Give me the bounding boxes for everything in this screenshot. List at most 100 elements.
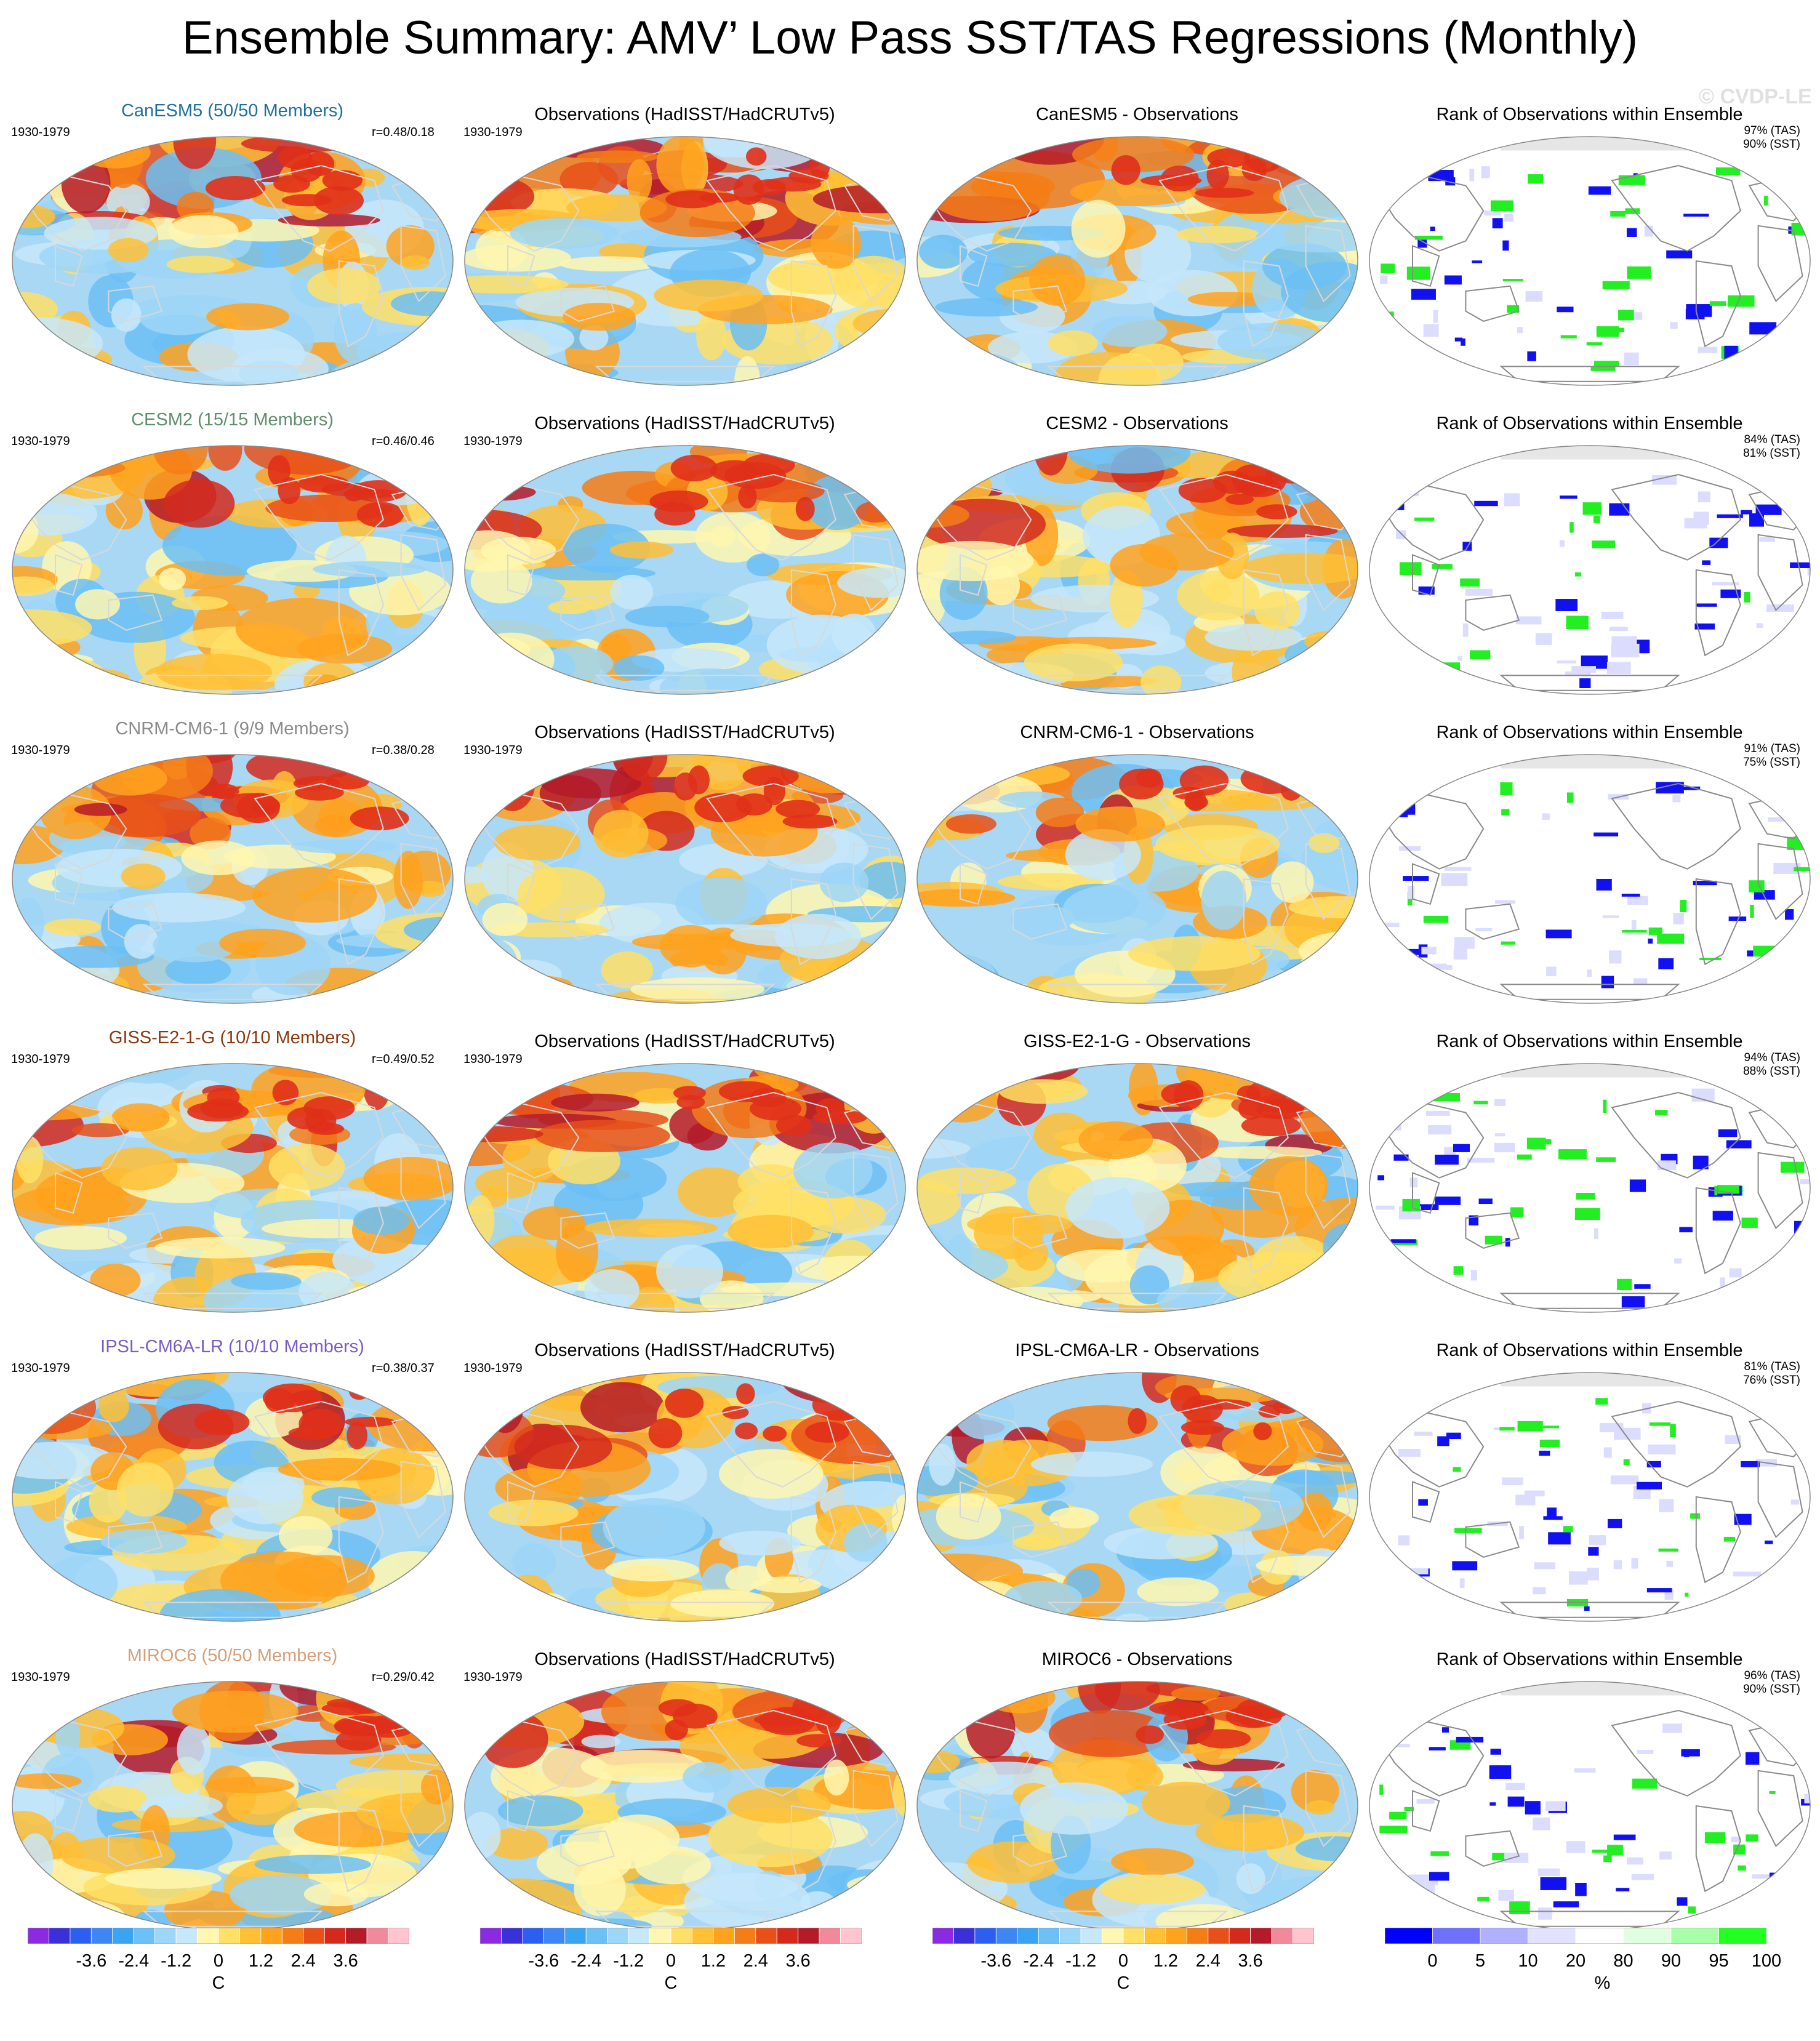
anomaly-patch: [430, 818, 453, 831]
rank-cell: [1414, 517, 1435, 521]
rank-cell: [1808, 507, 1810, 521]
anomaly-patch: [465, 1392, 512, 1423]
coastline: [18, 1102, 127, 1179]
coastline: [1611, 473, 1741, 561]
regression-map: [464, 754, 906, 1004]
coastline: [338, 1805, 384, 1893]
rank-cell: [1794, 1099, 1801, 1111]
anomaly-patch: [630, 977, 765, 1002]
pattern-correlation: r=0.38/0.37: [372, 1361, 435, 1375]
anomaly-patch: [278, 1516, 333, 1555]
map-panel: Rank of Observations within Ensemble 96% …: [1363, 1642, 1816, 1947]
rank-cell: [1410, 1296, 1421, 1299]
anomaly-patch: [124, 924, 158, 959]
anomaly-patch: [737, 1164, 804, 1199]
rank-cell: [1611, 643, 1640, 657]
rank-cell: [1389, 350, 1408, 354]
rank-cell: [1395, 530, 1406, 540]
rank-cell: [1622, 929, 1647, 933]
coastline: [560, 903, 615, 940]
period-label: 1930-1979: [463, 126, 523, 139]
anomaly-patch: [730, 923, 852, 947]
anomaly-patch: [750, 1576, 822, 1594]
anomaly-patch: [811, 215, 861, 269]
rank-cell: [1560, 495, 1577, 499]
rank-cell: [1444, 1147, 1456, 1158]
coastline: [108, 285, 163, 322]
anomaly-patch: [812, 1389, 867, 1421]
anomaly-patch: [563, 302, 636, 331]
coastline: [1412, 554, 1440, 596]
colorbar-tick-label: -3.6: [76, 1951, 107, 1971]
rank-cell: [1433, 1093, 1460, 1102]
anomaly-patch: [694, 793, 752, 822]
coastline: [706, 1091, 836, 1179]
anomaly-patch: [581, 1734, 621, 1749]
rank-cell: [1589, 1535, 1606, 1546]
anomaly-patch: [465, 936, 518, 990]
rank-cell: [1592, 1850, 1616, 1853]
rank-cell: [1553, 1901, 1579, 1907]
anomaly-patch: [12, 1712, 68, 1728]
colorbar-tick-label: 20: [1565, 1951, 1586, 1971]
anomaly-patch: [1236, 1863, 1265, 1895]
anomaly-patch: [750, 1097, 802, 1121]
rank-cell: [1398, 1535, 1410, 1546]
map-panel: Rank of Observations within Ensemble 94% …: [1363, 1024, 1816, 1329]
anomaly-patch: [44, 918, 102, 936]
coastline: [1412, 863, 1440, 905]
rank-cell: [1501, 809, 1510, 816]
diff-title: CNRM-CM6-1 - Observations: [1020, 723, 1254, 742]
colorbar-tick-label: 80: [1613, 1951, 1634, 1971]
rank-cell: [1709, 537, 1728, 548]
rank-tas: 91% (TAS): [1744, 742, 1800, 755]
anomaly-patch: [1313, 148, 1358, 167]
colorbar-swatch: [197, 1928, 219, 1944]
rank-cell: [1805, 518, 1810, 526]
rank-cell: [1741, 510, 1752, 515]
anomaly-patch: [12, 968, 65, 992]
colorbar-swatch: [28, 1928, 49, 1944]
rank-cell: [1424, 985, 1453, 998]
colorbar-swatch: [1059, 1928, 1081, 1944]
anomaly-patch: [381, 446, 453, 475]
anomaly-patch: [159, 567, 186, 591]
anomaly-patch: [1232, 464, 1273, 496]
anomaly-patch: [226, 1472, 303, 1525]
rank-cell: [1569, 522, 1574, 533]
rank-cell: [1603, 1447, 1612, 1458]
anomaly-patch: [827, 1869, 905, 1896]
rank-cell: [1473, 1101, 1488, 1105]
anomaly-patch: [1217, 1252, 1346, 1304]
anomaly-patch: [967, 1841, 1061, 1883]
rank-cell: [1403, 876, 1429, 881]
rank-cell: [1616, 1888, 1630, 1891]
anomaly-patch: [610, 574, 654, 610]
anomaly-patch: [57, 1297, 90, 1312]
rank-cell: [1734, 1514, 1752, 1525]
anomaly-patch: [1136, 1725, 1164, 1744]
map-border: [464, 445, 906, 695]
map-panel: Observations (HadISST/HadCRUTv5) 1930-197…: [459, 715, 911, 1020]
anomaly-patch: [1201, 870, 1246, 930]
map-panel: CanESM5 (50/50 Members) 1930-1979 r=0.48/0…: [6, 97, 459, 402]
rank-cell: [1419, 1882, 1435, 1895]
anomaly-patch: [1170, 1385, 1201, 1414]
colorbar-swatch: [932, 1928, 954, 1944]
rank-cell: [1602, 281, 1630, 290]
anomaly-patch: [396, 1682, 430, 1702]
rank-cell: [1658, 958, 1674, 969]
anomaly-patch: [347, 1421, 368, 1450]
rank-cell: [1426, 963, 1447, 970]
anomaly-patch: [12, 335, 65, 385]
period-label: 1930-1979: [463, 435, 523, 448]
anomaly-patch: [673, 1703, 718, 1729]
rank-cell: [1581, 656, 1608, 669]
rank-cell: [1741, 779, 1749, 783]
rank-cell: [1785, 500, 1792, 514]
rank-cell: [1538, 1907, 1552, 1920]
anomaly-patch: [105, 1867, 222, 1889]
colorbar-swatch: [522, 1928, 544, 1944]
rank-cell: [1546, 966, 1557, 977]
colorbar-swatch: [1271, 1928, 1293, 1944]
